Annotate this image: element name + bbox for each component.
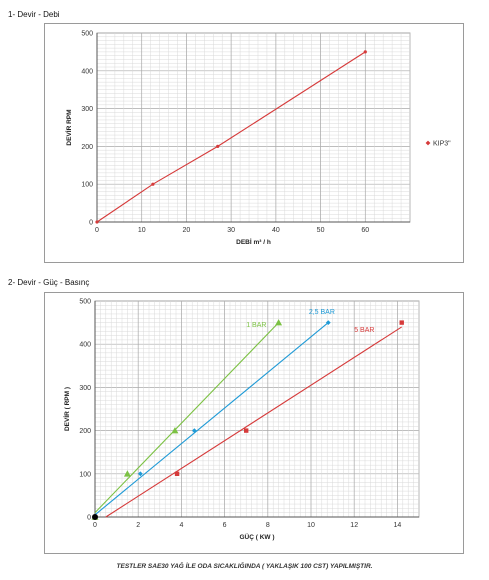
y-axis-label: DEVİR RPM bbox=[65, 109, 73, 145]
data-point-5-bar bbox=[244, 428, 249, 433]
y-tick-label: 400 bbox=[79, 342, 91, 349]
data-point-kip3 bbox=[216, 144, 220, 148]
y-axis-label: DEVİR ( RPM ) bbox=[63, 387, 71, 431]
x-tick-label: 60 bbox=[361, 227, 369, 234]
data-point-2-5-bar bbox=[191, 428, 197, 433]
section-1-title: 1- Devir - Debi bbox=[8, 10, 60, 19]
y-tick-label: 500 bbox=[79, 299, 91, 306]
x-axis-label: GÜÇ ( KW ) bbox=[239, 532, 274, 541]
data-point-1-bar bbox=[275, 319, 283, 326]
y-tick-label: 100 bbox=[81, 182, 93, 189]
x-tick-label: 0 bbox=[95, 227, 99, 234]
data-point-kip3 bbox=[95, 220, 99, 224]
x-tick-label: 10 bbox=[307, 522, 315, 529]
y-tick-label: 200 bbox=[81, 144, 93, 151]
y-tick-label: 0 bbox=[89, 220, 93, 227]
x-tick-label: 0 bbox=[93, 522, 97, 529]
x-tick-label: 4 bbox=[179, 522, 183, 529]
origin-point bbox=[92, 514, 98, 520]
y-tick-label: 500 bbox=[81, 31, 93, 38]
x-tick-label: 50 bbox=[317, 227, 325, 234]
series-label-2-5-bar: 2,5 BAR bbox=[309, 309, 335, 316]
y-tick-label: 400 bbox=[81, 68, 93, 75]
legend-label-kip3: KIP3" bbox=[433, 141, 451, 148]
y-tick-label: 200 bbox=[79, 428, 91, 435]
data-point-2-5-bar bbox=[137, 471, 143, 477]
legend-marker-kip3 bbox=[425, 140, 431, 146]
x-tick-label: 8 bbox=[266, 522, 270, 529]
y-tick-label: 300 bbox=[79, 385, 91, 392]
y-tick-label: 100 bbox=[79, 471, 91, 478]
x-tick-label: 20 bbox=[183, 227, 191, 234]
data-point-5-bar bbox=[399, 320, 404, 325]
series-line-2-5-bar bbox=[94, 322, 329, 516]
data-point-2-5-bar bbox=[325, 320, 331, 325]
data-point-1-bar bbox=[171, 427, 179, 434]
series-line-kip3 bbox=[96, 51, 366, 223]
y-tick-label: 0 bbox=[87, 515, 91, 522]
x-tick-label: 40 bbox=[272, 227, 280, 234]
series-line-5-bar bbox=[105, 326, 403, 518]
data-point-kip3 bbox=[151, 182, 155, 186]
x-tick-label: 30 bbox=[227, 227, 235, 234]
x-axis-label: DEBİ m³ / h bbox=[236, 238, 271, 246]
section-2-title: 2- Devir - Güç - Basınç bbox=[8, 278, 90, 287]
x-tick-label: 2 bbox=[136, 522, 140, 529]
data-point-1-bar bbox=[123, 470, 131, 477]
series-label-1-bar: 1 BAR bbox=[246, 322, 266, 329]
data-point-kip3 bbox=[363, 50, 367, 54]
y-tick-label: 300 bbox=[81, 106, 93, 113]
x-tick-label: 14 bbox=[394, 522, 402, 529]
x-tick-label: 12 bbox=[350, 522, 358, 529]
data-point-5-bar bbox=[174, 471, 180, 476]
footer-note: TESTLER SAE30 YAĞ İLE ODA SICAKLIĞINDA (… bbox=[116, 563, 373, 570]
x-tick-label: 6 bbox=[223, 522, 227, 529]
x-tick-label: 10 bbox=[138, 227, 146, 234]
series-label-5-bar: 5 BAR bbox=[354, 327, 374, 334]
series-line-1-bar bbox=[94, 322, 279, 514]
